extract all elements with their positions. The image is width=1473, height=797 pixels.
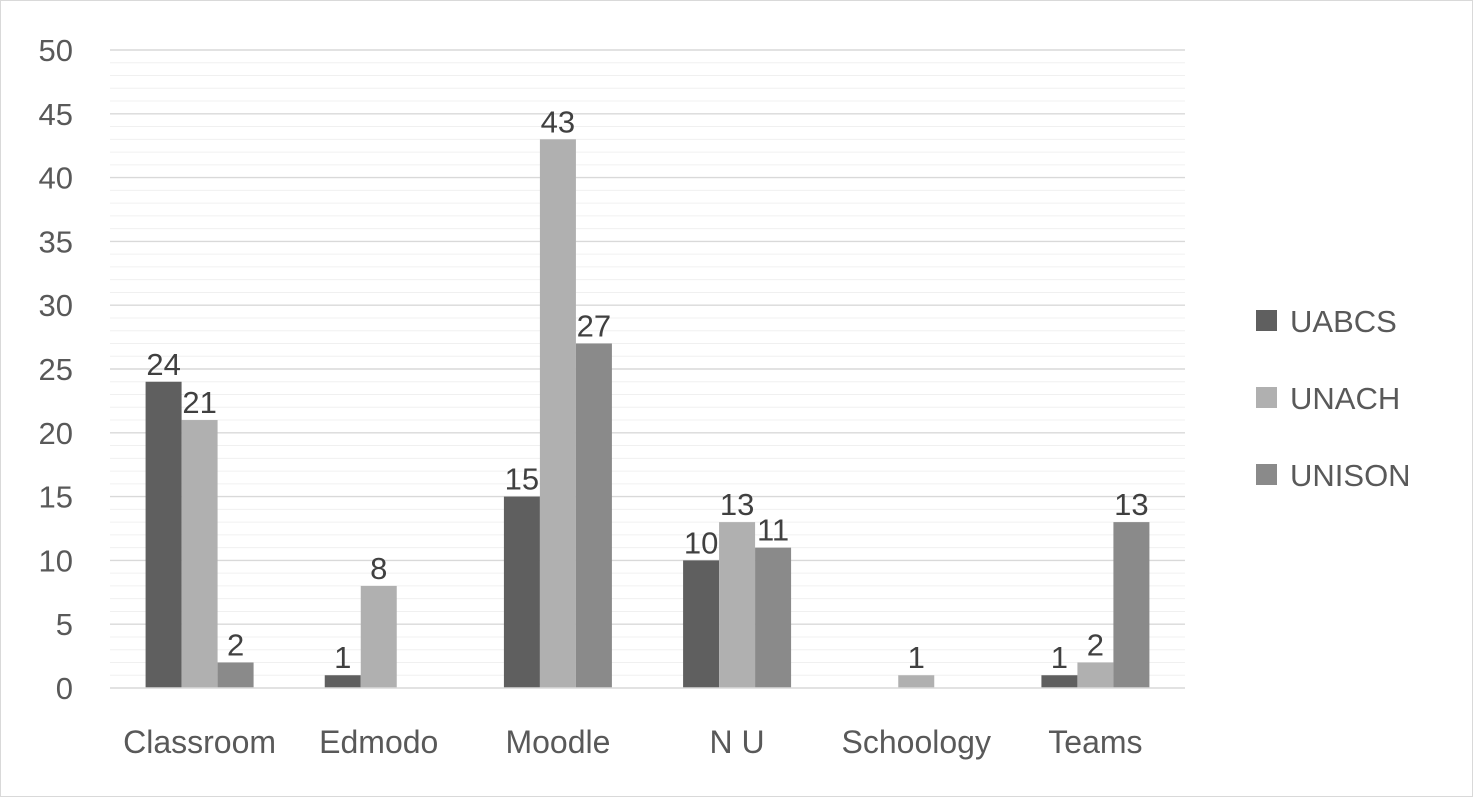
x-category-label: Teams [1048,724,1142,760]
y-tick-label: 40 [39,161,73,196]
legend-label: UABCS [1290,304,1397,339]
x-axis-categories: Classroom Edmodo Moodle N U Schoology Teams [123,724,1142,760]
bar-unison-teams [1113,522,1150,688]
data-label: 21 [182,385,216,420]
legend-swatch [1256,387,1277,408]
legend-label: UNISON [1290,458,1411,493]
bar-unison-moodle [575,343,612,688]
bar-uabcs-teams [1041,675,1078,688]
y-axis-ticks: 0 5 10 15 20 25 30 35 40 45 50 [39,33,73,706]
y-tick-label: 50 [39,33,73,68]
data-label: 43 [541,104,575,139]
y-tick-label: 0 [56,671,73,706]
data-label: 11 [757,513,789,548]
y-tick-label: 5 [56,607,73,642]
y-tick-label: 15 [39,480,73,515]
bar-unach-teams [1077,662,1114,688]
bar-unach-edmodo [360,585,397,688]
gridlines [110,49,1185,676]
bar-uabcs-moodle [503,496,540,688]
data-label: 10 [684,525,718,560]
bar-unison-classroom [217,662,254,688]
legend-swatch [1256,310,1277,331]
x-category-label: Schoology [842,724,991,760]
data-label: 13 [720,487,754,522]
data-label: 15 [505,462,539,497]
y-tick-label: 10 [39,543,73,578]
data-label: 1 [1051,640,1068,675]
x-category-label: Moodle [505,724,610,760]
x-category-label: Classroom [123,724,276,760]
y-tick-label: 25 [39,352,73,387]
y-tick-label: 30 [39,288,73,323]
y-tick-label: 20 [39,416,73,451]
data-label: 1 [908,640,925,675]
bar-unach-n-u [719,522,756,688]
bar-unach-schoology [898,675,935,688]
legend-label: UNACH [1290,381,1400,416]
legend: UABCS UNACH UNISON [1256,304,1411,493]
data-label: 1 [334,640,351,675]
bar-uabcs-edmodo [324,675,361,688]
data-label: 13 [1114,487,1148,522]
legend-swatch [1256,464,1277,485]
bar-uabcs-n-u [683,560,720,688]
y-tick-label: 35 [39,224,73,259]
bar-unach-moodle [539,139,576,688]
bar-uabcs-classroom [145,381,182,688]
data-label: 8 [370,551,387,586]
x-category-label: Edmodo [319,724,438,760]
bars [145,139,1150,688]
x-category-label: N U [710,724,765,760]
data-label: 27 [577,308,611,343]
data-label: 2 [227,627,244,662]
data-label: 2 [1087,627,1104,662]
bar-unison-n-u [755,547,792,688]
y-tick-label: 45 [39,97,73,132]
data-label: 24 [146,347,180,382]
bar-unach-classroom [181,420,218,688]
